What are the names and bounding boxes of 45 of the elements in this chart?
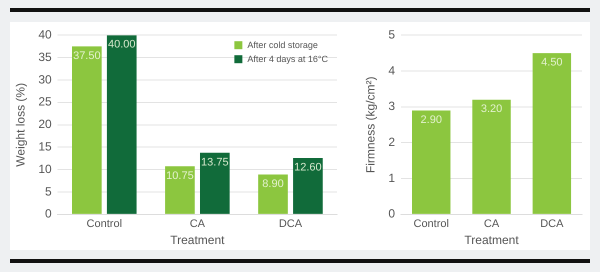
y-tick-label: 3 — [388, 99, 396, 114]
y-tick-label: 0 — [45, 206, 52, 221]
x-tick-label: CA — [484, 218, 500, 230]
y-tick-label: 35 — [38, 50, 52, 64]
y-tick-label: 1 — [388, 170, 396, 185]
y-axis-title: Weight loss (%) — [14, 82, 28, 167]
bar — [532, 53, 572, 214]
data-label: 40.00 — [108, 38, 136, 51]
y-tick-label: 25 — [38, 94, 52, 109]
data-label: 13.75 — [201, 156, 229, 168]
x-axis-title: Treatment — [170, 233, 226, 248]
y-tick-label: 40 — [38, 28, 52, 42]
data-label: 37.50 — [73, 50, 101, 62]
bar — [106, 35, 137, 214]
y-tick-label: 5 — [45, 184, 52, 198]
bar — [472, 100, 511, 214]
y-tick-label: 0 — [388, 206, 396, 221]
bar — [200, 152, 230, 214]
data-label: 2.90 — [420, 114, 442, 126]
legend-label: After 4 days at 16°C — [247, 54, 328, 64]
x-axis-title: Treatment — [464, 233, 520, 248]
data-label: 8.90 — [262, 178, 284, 190]
y-axis-title: Firmness (kg/cm²) — [364, 76, 378, 174]
x-tick-label: Control — [86, 218, 122, 230]
bar — [165, 166, 195, 214]
y-tick-label: 20 — [38, 117, 52, 132]
y-tick-label: 5 — [388, 28, 396, 42]
legend-label: After cold storage — [247, 40, 318, 50]
y-tick-label: 10 — [38, 162, 52, 176]
y-tick-label: 30 — [38, 72, 52, 86]
data-label: 10.75 — [166, 170, 194, 182]
x-tick-label: Control — [413, 218, 449, 230]
y-tick-label: 2 — [388, 135, 396, 150]
data-label: 12.60 — [294, 161, 322, 174]
x-tick-label: DCA — [540, 218, 564, 230]
y-tick-label: 15 — [38, 140, 52, 154]
data-label: 4.50 — [541, 56, 563, 69]
x-tick-label: DCA — [278, 218, 303, 230]
bar — [293, 158, 323, 214]
bar — [412, 110, 450, 214]
data-label: 3.20 — [480, 103, 502, 116]
x-tick-label: CA — [190, 218, 206, 230]
y-tick-label: 4 — [388, 63, 396, 78]
bar — [258, 174, 288, 214]
bar — [72, 46, 102, 214]
